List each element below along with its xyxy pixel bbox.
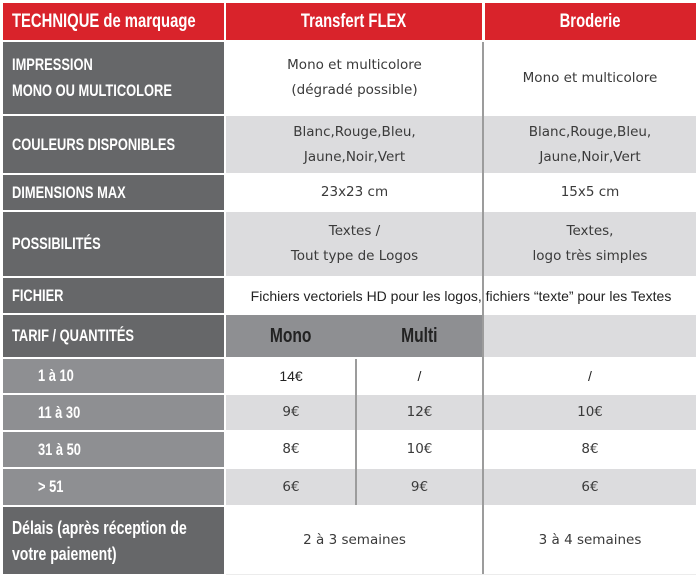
cell-text-line: (dégradé possible)	[291, 82, 418, 98]
row-label-delais: Délais (après réception de votre paiemen…	[3, 507, 224, 574]
header-transfert-flex-cell: Transfert FLEX	[226, 3, 482, 40]
price-value: 6€	[282, 478, 300, 495]
row-label-line: COULEURS DISPONIBLES	[12, 135, 176, 154]
header-technique-label: TECHNIQUE de marquage	[12, 10, 196, 32]
price-broderie-1-10: /	[484, 359, 696, 393]
column-divider-mono-multi	[355, 359, 357, 505]
quantity-range: 11 à 30	[38, 403, 81, 422]
price-value: /	[588, 368, 592, 384]
delais-flex-cell: 2 à 3 semaines	[226, 507, 483, 574]
cell-text-line: Blanc,Rouge,Bleu,	[293, 123, 416, 140]
cell-text-line: 23x23 cm	[320, 184, 389, 200]
mono-label: Mono	[270, 325, 312, 347]
row-label-possibilites: POSSIBILITÉS	[3, 212, 224, 276]
table-bottom-border	[226, 574, 696, 575]
row-label-fichier: FICHIER	[3, 278, 224, 313]
row-label-line: MONO OU MULTICOLORE	[12, 82, 172, 100]
cell-text-line: 3 à 4 semaines	[538, 532, 642, 548]
quantity-range: 31 à 50	[38, 440, 81, 459]
multi-label: Multi	[401, 325, 438, 347]
cell-text-line: Jaune,Noir,Vert	[539, 148, 641, 165]
cell-text-line: Mono et multicolore	[522, 69, 658, 86]
couleurs-broderie-cell: Blanc,Rouge,Bleu, Jaune,Noir,Vert	[484, 116, 696, 173]
row-label-impression: IMPRESSION MONO OU MULTICOLORE	[3, 42, 224, 114]
price-multi-over-51: 9€	[356, 469, 483, 505]
header-broderie-label: Broderie	[560, 10, 621, 32]
price-broderie-31-50: 8€	[484, 432, 696, 467]
price-mono-31-50: 8€	[226, 432, 356, 467]
cell-text-line: Textes,	[566, 223, 614, 239]
row-label-tarif: TARIF / QUANTITÉS	[3, 315, 224, 357]
quantity-range: 1 à 10	[38, 367, 74, 385]
cell-text-line: 2 à 3 semaines	[303, 532, 406, 548]
cell-text-line: Blanc,Rouge,Bleu,	[528, 123, 652, 140]
quantity-range: > 51	[38, 478, 64, 496]
header-transfert-flex-label: Transfert FLEX	[301, 10, 407, 32]
quantity-label-1-10: 1 à 10	[3, 359, 224, 393]
impression-broderie-cell: Mono et multicolore	[484, 42, 696, 114]
price-mono-1-10: 14€	[226, 359, 356, 393]
price-multi-31-50: 10€	[356, 432, 483, 467]
price-broderie-over-51: 6€	[484, 469, 696, 505]
header-broderie-cell: Broderie	[485, 3, 696, 40]
row-label-line: Délais (après réception de	[12, 517, 187, 538]
cell-text-line: Tout type de Logos	[290, 248, 419, 264]
price-mono-11-30: 9€	[226, 395, 356, 430]
fichier-value-cell: Fichiers vectoriels HD pour les logos, f…	[226, 278, 696, 313]
delais-broderie-cell: 3 à 4 semaines	[484, 507, 696, 574]
price-broderie-11-30: 10€	[484, 395, 696, 430]
price-multi-1-10: /	[356, 359, 483, 393]
row-label-couleurs: COULEURS DISPONIBLES	[3, 116, 224, 173]
price-value: 14€	[279, 368, 303, 384]
row-label-line: IMPRESSION	[12, 56, 93, 74]
dimensions-flex-cell: 23x23 cm	[226, 175, 483, 210]
row-label-line: DIMENSIONS MAX	[12, 183, 126, 202]
cell-text-line: 15x5 cm	[560, 184, 620, 200]
cell-text-line: Textes /	[328, 223, 381, 239]
price-value: 8€	[282, 441, 300, 457]
tarif-subheader-cell	[226, 315, 483, 357]
price-multi-11-30: 12€	[356, 395, 483, 430]
price-value: 10€	[406, 441, 433, 457]
possibilites-broderie-cell: Textes, logo très simples	[484, 212, 696, 276]
row-label-line: TARIF / QUANTITÉS	[12, 327, 135, 345]
price-value: /	[417, 368, 422, 384]
column-divider-flex-broderie	[482, 42, 484, 574]
cell-text-line: Mono et multicolore	[287, 57, 422, 73]
price-value: 9€	[410, 478, 429, 495]
quantity-label-over-51: > 51	[3, 469, 224, 505]
possibilites-flex-cell: Textes / Tout type de Logos	[226, 212, 483, 276]
tarif-multi-header: Multi	[356, 315, 483, 357]
row-label-line: FICHIER	[12, 286, 64, 305]
row-label-line: POSSIBILITÉS	[12, 235, 101, 253]
quantity-label-31-50: 31 à 50	[3, 432, 224, 467]
couleurs-flex-cell: Blanc,Rouge,Bleu, Jaune,Noir,Vert	[226, 116, 483, 173]
price-value: 10€	[577, 404, 603, 420]
price-value: 6€	[581, 478, 599, 495]
row-label-dimensions: DIMENSIONS MAX	[3, 175, 224, 210]
quantity-label-11-30: 11 à 30	[3, 395, 224, 430]
tarif-mono-header: Mono	[226, 315, 356, 357]
row-label-line: votre paiement)	[12, 543, 117, 564]
cell-text-line: logo très simples	[532, 248, 648, 264]
price-value: 12€	[406, 404, 433, 420]
price-value: 8€	[581, 441, 599, 457]
price-value: 9€	[282, 404, 300, 420]
price-mono-over-51: 6€	[226, 469, 356, 505]
tarif-broderie-empty-cell	[484, 315, 696, 357]
dimensions-broderie-cell: 15x5 cm	[484, 175, 696, 210]
header-technique-cell: TECHNIQUE de marquage	[3, 3, 224, 40]
cell-text-line: Fichiers vectoriels HD pour les logos, f…	[250, 287, 672, 304]
cell-text-line: Jaune,Noir,Vert	[303, 148, 406, 165]
impression-flex-cell: Mono et multicolore (dégradé possible)	[226, 42, 483, 114]
